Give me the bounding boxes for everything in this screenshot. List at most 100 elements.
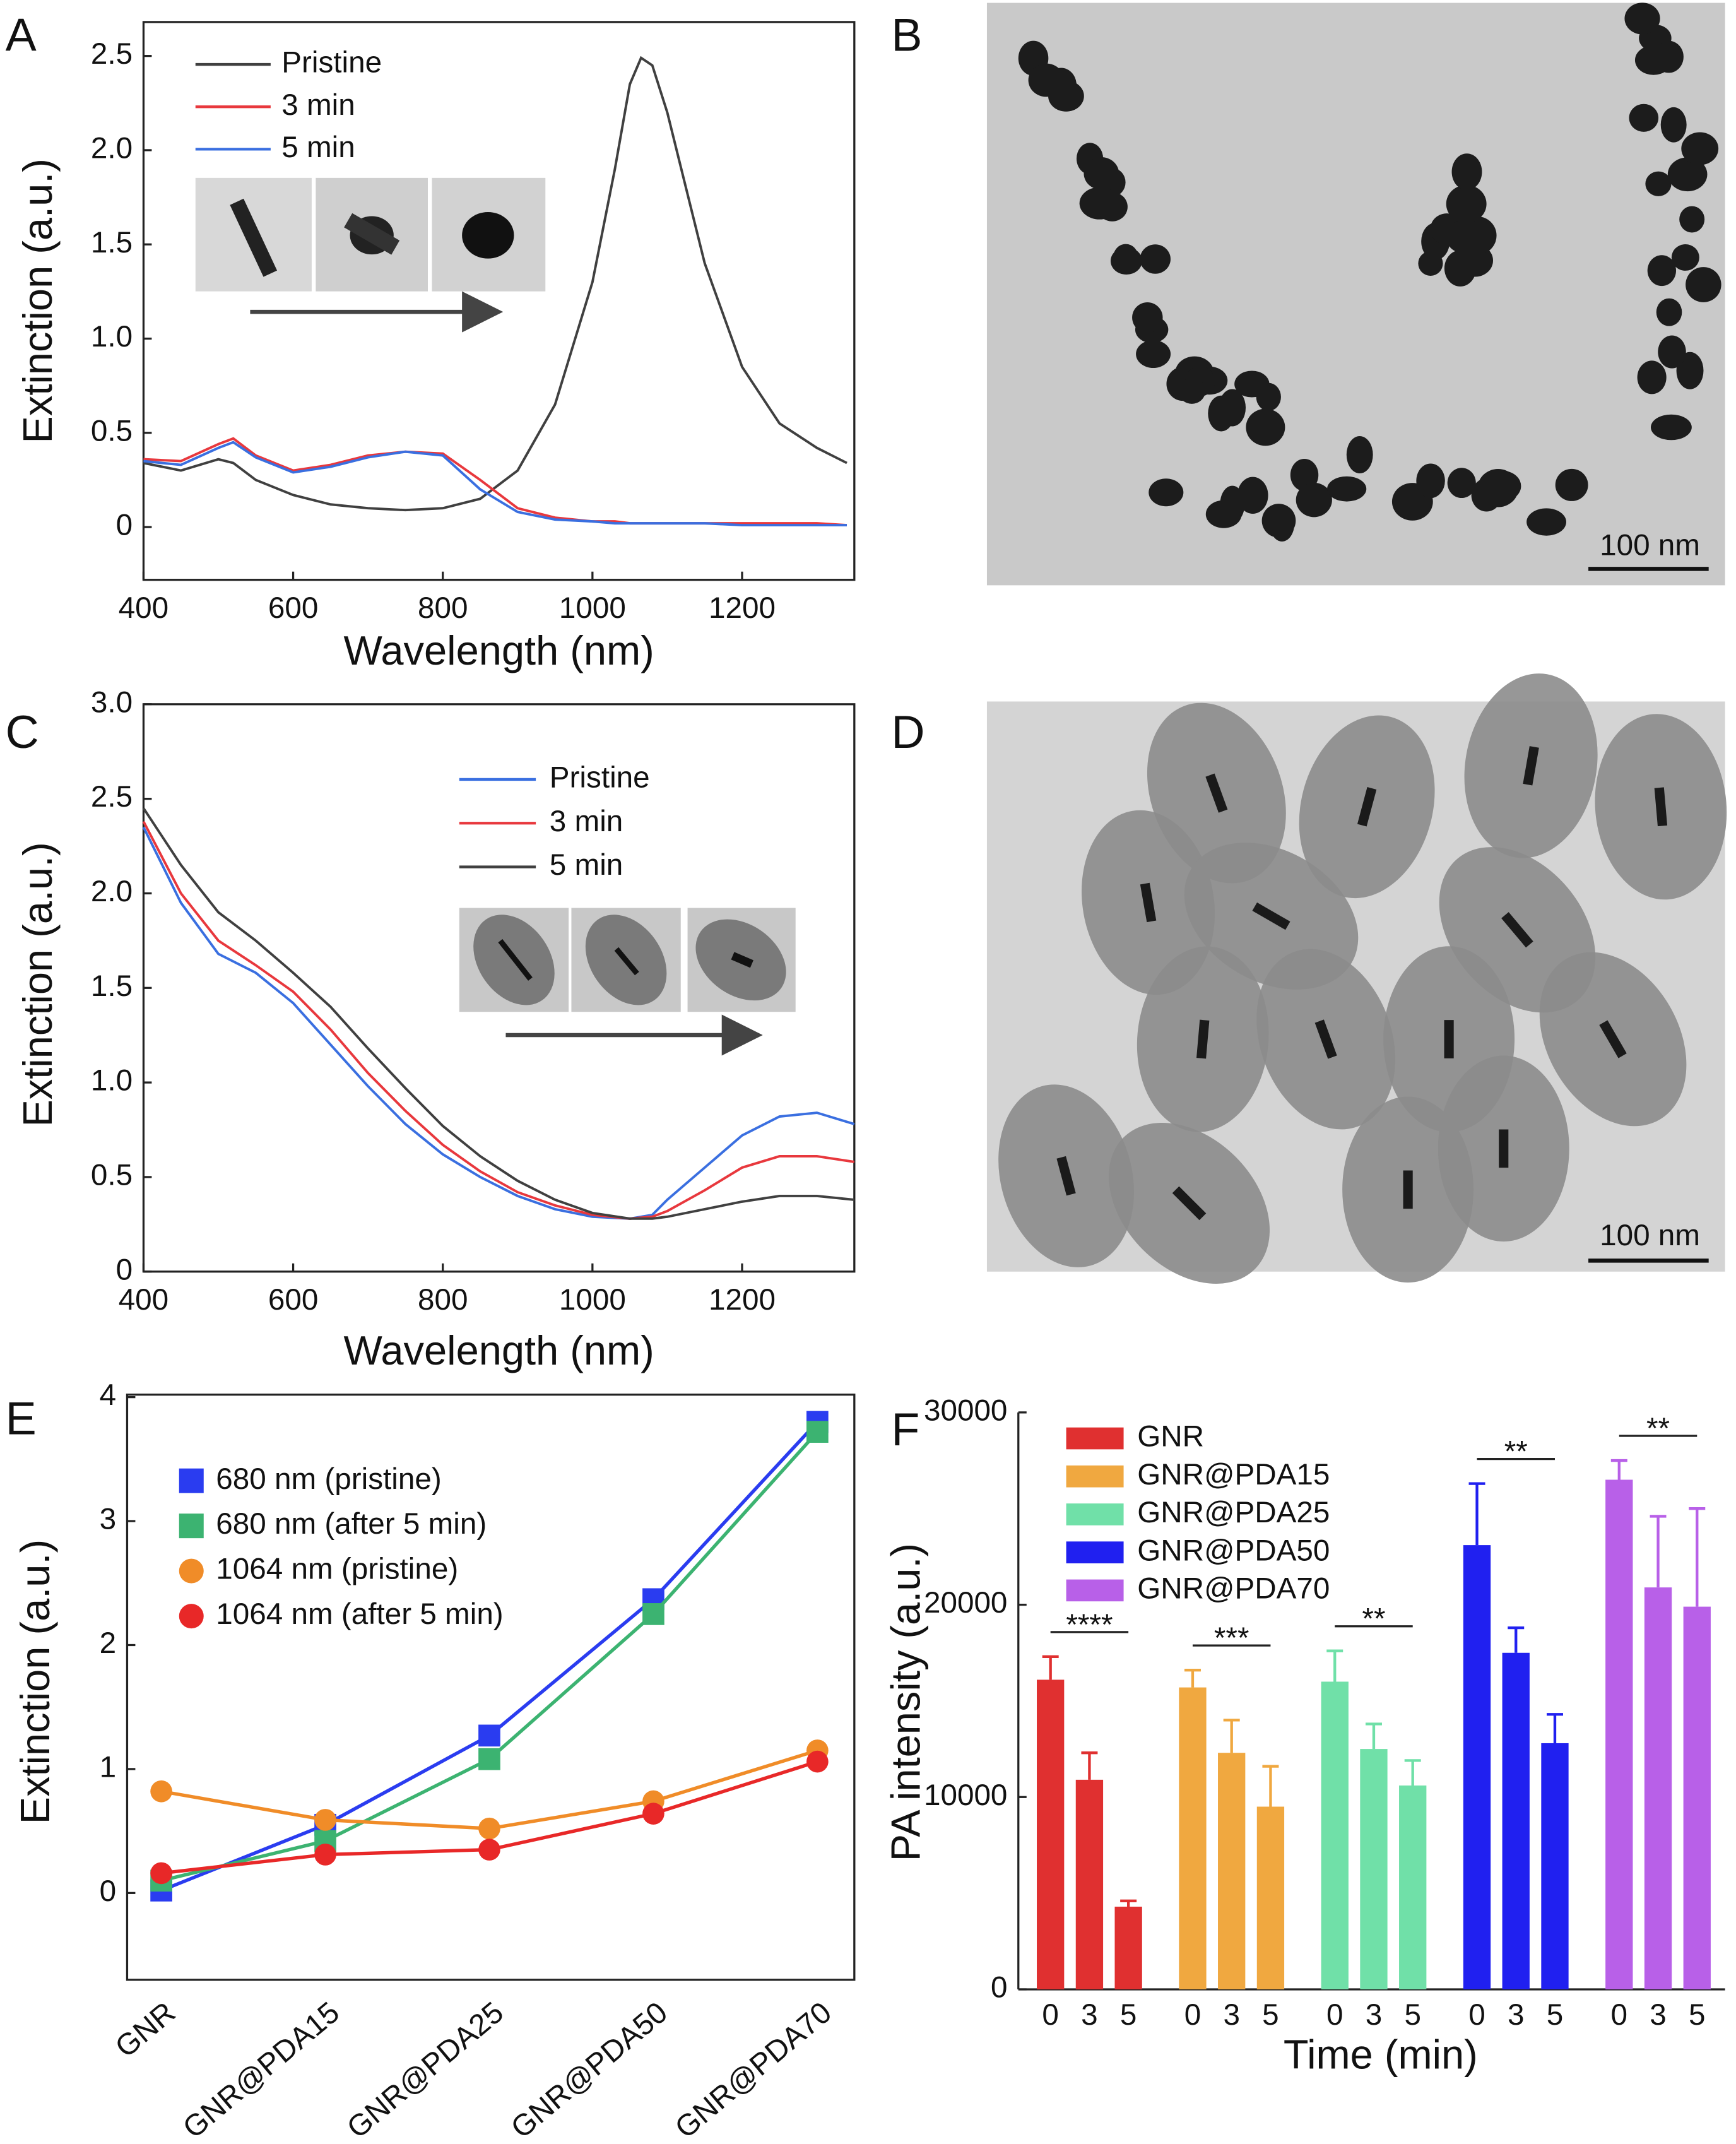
legend-label: 5 min: [281, 131, 355, 164]
significance-label: **: [1646, 1412, 1670, 1445]
x-tick-label: 1200: [709, 1283, 776, 1317]
y-axis-label: Extinction (a.u.): [15, 842, 61, 1127]
inset-particle: [614, 947, 639, 976]
particle: [1458, 216, 1497, 255]
legend-label: 3 min: [281, 88, 355, 122]
series-line: [142, 826, 855, 1220]
particle: [1261, 504, 1296, 538]
x-tick-label: 5: [1404, 1998, 1421, 2032]
x-tick-label: 800: [418, 591, 468, 625]
particle-core: [1196, 1019, 1210, 1059]
bar: [1075, 1779, 1104, 1989]
particle: [1686, 267, 1721, 302]
legend-swatch: [179, 1468, 204, 1493]
particle: [1140, 244, 1171, 274]
y-tick-label: 2.5: [91, 37, 133, 71]
error-bar: [1184, 1668, 1201, 1688]
x-axis-label: Wavelength (nm): [344, 627, 654, 673]
series-line: [142, 820, 855, 1220]
legend-label: GNR: [1137, 1420, 1204, 1454]
particle: [1555, 468, 1588, 501]
legend-swatch: [179, 1558, 204, 1584]
x-tick-label: 0: [1042, 1998, 1058, 2032]
x-tick-label: 1200: [709, 591, 776, 625]
particle-core: [1654, 787, 1668, 827]
point: [478, 1817, 500, 1840]
panel-letter: E: [6, 1392, 37, 1444]
particle: [1246, 408, 1285, 446]
particle: [1346, 436, 1373, 473]
y-tick-label: 0: [100, 1875, 117, 1908]
particle: [1624, 3, 1660, 35]
particle-core: [1140, 882, 1157, 923]
y-axis-label: Extinction (a.u.): [12, 1539, 58, 1824]
x-tick-label: 5: [1262, 1998, 1278, 2032]
x-tick-label: 1000: [559, 1283, 626, 1317]
x-tick-label: 3: [1081, 1998, 1098, 2032]
y-tick-label: 4: [100, 1378, 117, 1412]
inset-particle: [498, 939, 533, 981]
point: [806, 1421, 829, 1443]
point: [642, 1803, 664, 1825]
x-tick-label: 5: [1689, 1998, 1706, 2032]
particle: [1526, 508, 1566, 536]
error-bar: [1650, 1515, 1667, 1588]
legend-swatch: [179, 1604, 204, 1629]
bar: [1683, 1606, 1711, 1989]
panel-letter: D: [891, 706, 924, 758]
error-bar: [1365, 1722, 1382, 1750]
panel-letter: F: [891, 1403, 919, 1455]
x-tick-label: 3: [1508, 1998, 1525, 2032]
bar: [1037, 1679, 1065, 1989]
bar: [1256, 1806, 1285, 1989]
x-tick-label: GNR@PDA70: [669, 1996, 838, 2144]
x-tick-label: 5: [1120, 1998, 1137, 2032]
x-tick-label: GNR@PDA25: [341, 1996, 510, 2144]
point: [478, 1748, 500, 1770]
bar: [1463, 1545, 1491, 1989]
series-line: [160, 1430, 819, 1883]
y-tick-label: 0.5: [91, 414, 133, 447]
legend-swatch: [179, 1513, 204, 1539]
inset-particle: [230, 198, 278, 277]
error-bar: [1223, 1719, 1240, 1753]
particle-core: [1056, 1156, 1076, 1196]
plot-frame: [126, 1394, 856, 1981]
particle: [1110, 247, 1142, 275]
point: [314, 1844, 336, 1866]
y-tick-label: 30000: [924, 1394, 1007, 1427]
particle: [1667, 157, 1708, 192]
x-tick-label: 800: [418, 1283, 468, 1317]
y-tick-label: 1.0: [91, 1064, 133, 1098]
bar: [1218, 1753, 1246, 1989]
particle: [1637, 360, 1667, 394]
significance-label: **: [1362, 1602, 1385, 1636]
point: [150, 1780, 172, 1803]
error-bar: [1042, 1655, 1059, 1680]
error-bar: [1508, 1626, 1525, 1653]
y-tick-label: 3: [100, 1503, 117, 1536]
significance-label: ****: [1066, 1608, 1113, 1642]
panel-letter: B: [891, 8, 922, 61]
x-tick-label: GNR@PDA50: [505, 1996, 674, 2144]
x-tick-label: 0: [1611, 1998, 1628, 2032]
x-tick-label: 3: [1223, 1998, 1239, 2032]
legend-label: GNR@PDA50: [1137, 1534, 1330, 1567]
x-axis-label: Wavelength (nm): [344, 1327, 654, 1373]
legend-label: GNR@PDA70: [1137, 1572, 1330, 1605]
x-tick-label: 3: [1650, 1998, 1667, 2032]
particle-core: [1314, 1019, 1337, 1059]
error-bar: [1546, 1713, 1563, 1743]
y-tick-label: 0: [116, 509, 133, 542]
x-tick-label: 5: [1547, 1998, 1564, 2032]
particle: [1447, 468, 1476, 499]
x-tick-label: 400: [119, 1283, 169, 1317]
point: [314, 1809, 336, 1831]
micrograph-d: [986, 673, 1727, 1284]
bar: [1605, 1479, 1633, 1989]
y-tick-label: 2.0: [91, 875, 133, 908]
point: [478, 1839, 500, 1861]
y-tick-label: 10000: [924, 1779, 1007, 1812]
panel-letter: C: [6, 706, 39, 758]
